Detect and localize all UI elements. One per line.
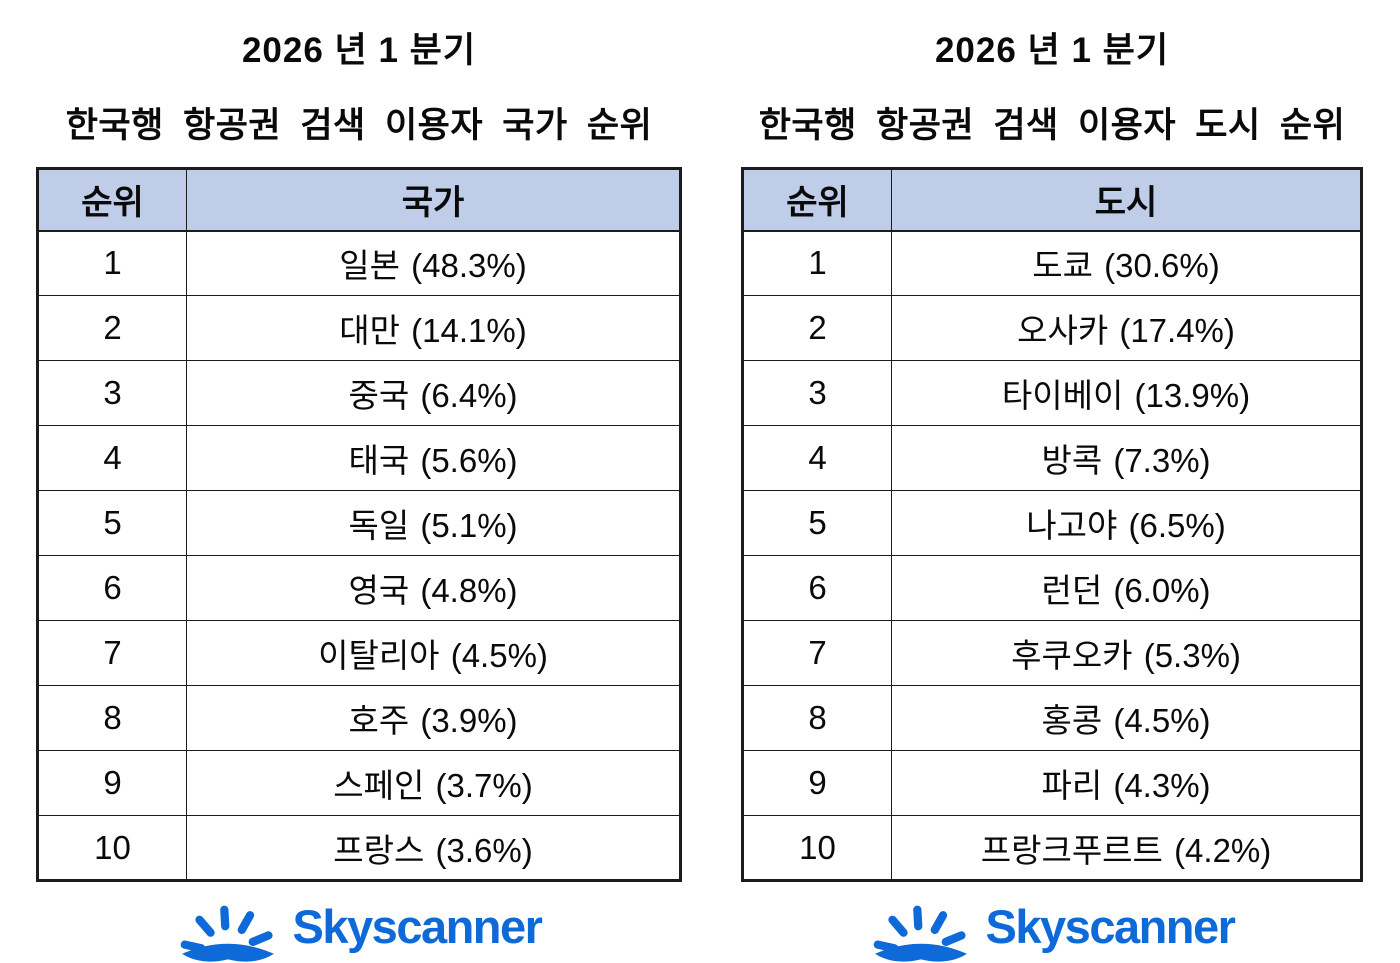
skyscanner-sunrise-icon — [873, 905, 967, 962]
country-column-header: 국가 — [186, 168, 681, 232]
value-cell: 스페인 (3.7%) — [186, 750, 681, 816]
table-row: 8 홍콩 (4.5%) — [742, 685, 1362, 751]
rank-cell: 8 — [37, 685, 187, 751]
city-title-main: 한국행 항공권 검색 이용자 도시 순위 — [758, 106, 1346, 145]
value-cell: 타이베이 (13.9%) — [891, 360, 1362, 426]
header-row: 순위 국가 — [37, 168, 681, 232]
value-cell: 후쿠오카 (5.3%) — [891, 620, 1362, 686]
value-cell: 태국 (5.6%) — [186, 425, 681, 491]
country-title-main: 한국행 항공권 검색 이용자 국가 순위 — [65, 106, 653, 145]
rank-cell: 2 — [742, 295, 892, 361]
value-cell: 런던 (6.0%) — [891, 555, 1362, 621]
rank-cell: 5 — [37, 490, 187, 556]
value-cell: 홍콩 (4.5%) — [891, 685, 1362, 751]
table-row: 10 프랑크푸르트 (4.2%) — [742, 815, 1362, 881]
skyscanner-wordmark: Skyscanner — [292, 899, 543, 953]
value-cell: 영국 (4.8%) — [186, 555, 681, 621]
header-row: 순위 도시 — [742, 168, 1362, 232]
city-table-titles: 2026 년 1 분기 한국행 항공권 검색 이용자 도시 순위 — [741, 0, 1363, 148]
rank-cell: 2 — [37, 295, 187, 361]
table-row: 1 도쿄 (30.6%) — [742, 230, 1362, 296]
table-row: 7 이탈리아 (4.5%) — [37, 620, 681, 686]
table-row: 3 타이베이 (13.9%) — [742, 360, 1362, 426]
rank-cell: 9 — [742, 750, 892, 816]
rank-cell: 7 — [742, 620, 892, 686]
table-row: 3 중국 (6.4%) — [37, 360, 681, 426]
country-ranking-table: 순위 국가 1 일본 (48.3%) 2 대만 (14.1%) 3 중국 (6.4%) 4 태… — [36, 167, 682, 882]
rank-cell: 4 — [37, 425, 187, 491]
value-cell: 나고야 (6.5%) — [891, 490, 1362, 556]
country-title-quarter: 2026 년 1 분기 — [241, 31, 477, 70]
table-row: 1 일본 (48.3%) — [37, 230, 681, 296]
skyscanner-wordmark: Skyscanner — [985, 899, 1236, 953]
table-row: 9 파리 (4.3%) — [742, 750, 1362, 816]
table-row: 5 독일 (5.1%) — [37, 490, 681, 556]
rank-cell: 1 — [742, 230, 892, 296]
value-cell: 도쿄 (30.6%) — [891, 230, 1362, 296]
city-ranking-panel: 2026 년 1 분기 한국행 항공권 검색 이용자 도시 순위 순위 도시 1… — [741, 0, 1363, 963]
table-row: 2 오사카 (17.4%) — [742, 295, 1362, 361]
table-row: 2 대만 (14.1%) — [37, 295, 681, 361]
rank-cell: 3 — [37, 360, 187, 426]
value-cell: 대만 (14.1%) — [186, 295, 681, 361]
value-cell: 호주 (3.9%) — [186, 685, 681, 751]
skyscanner-logo: Skyscanner — [741, 895, 1363, 963]
rank-cell: 7 — [37, 620, 187, 686]
country-ranking-panel: 2026 년 1 분기 한국행 항공권 검색 이용자 국가 순위 순위 국가 1… — [36, 0, 682, 963]
rank-cell: 6 — [37, 555, 187, 621]
value-cell: 이탈리아 (4.5%) — [186, 620, 681, 686]
value-cell: 방콕 (7.3%) — [891, 425, 1362, 491]
table-row: 4 태국 (5.6%) — [37, 425, 681, 491]
rank-cell: 4 — [742, 425, 892, 491]
city-title-quarter: 2026 년 1 분기 — [934, 31, 1170, 70]
value-cell: 프랑크푸르트 (4.2%) — [891, 815, 1362, 881]
rank-cell: 10 — [37, 815, 187, 881]
rank-cell: 5 — [742, 490, 892, 556]
rank-cell: 1 — [37, 230, 187, 296]
rank-cell: 10 — [742, 815, 892, 881]
table-row: 5 나고야 (6.5%) — [742, 490, 1362, 556]
rank-cell: 6 — [742, 555, 892, 621]
value-cell: 일본 (48.3%) — [186, 230, 681, 296]
rank-cell: 3 — [742, 360, 892, 426]
city-ranking-table: 순위 도시 1 도쿄 (30.6%) 2 오사카 (17.4%) 3 타이베이 (13.9… — [741, 167, 1363, 882]
rank-cell: 8 — [742, 685, 892, 751]
value-cell: 독일 (5.1%) — [186, 490, 681, 556]
table-row: 8 호주 (3.9%) — [37, 685, 681, 751]
table-row: 9 스페인 (3.7%) — [37, 750, 681, 816]
skyscanner-logo: Skyscanner — [36, 895, 682, 963]
value-cell: 프랑스 (3.6%) — [186, 815, 681, 881]
skyscanner-sunrise-icon — [180, 905, 274, 962]
value-cell: 중국 (6.4%) — [186, 360, 681, 426]
table-row: 10 프랑스 (3.6%) — [37, 815, 681, 881]
city-column-header: 도시 — [891, 168, 1362, 232]
rank-column-header: 순위 — [37, 168, 187, 232]
table-row: 6 영국 (4.8%) — [37, 555, 681, 621]
rank-cell: 9 — [37, 750, 187, 816]
country-table-titles: 2026 년 1 분기 한국행 항공권 검색 이용자 국가 순위 — [36, 0, 682, 148]
table-row: 4 방콕 (7.3%) — [742, 425, 1362, 491]
table-row: 7 후쿠오카 (5.3%) — [742, 620, 1362, 686]
value-cell: 오사카 (17.4%) — [891, 295, 1362, 361]
rank-column-header: 순위 — [742, 168, 892, 232]
value-cell: 파리 (4.3%) — [891, 750, 1362, 816]
table-row: 6 런던 (6.0%) — [742, 555, 1362, 621]
